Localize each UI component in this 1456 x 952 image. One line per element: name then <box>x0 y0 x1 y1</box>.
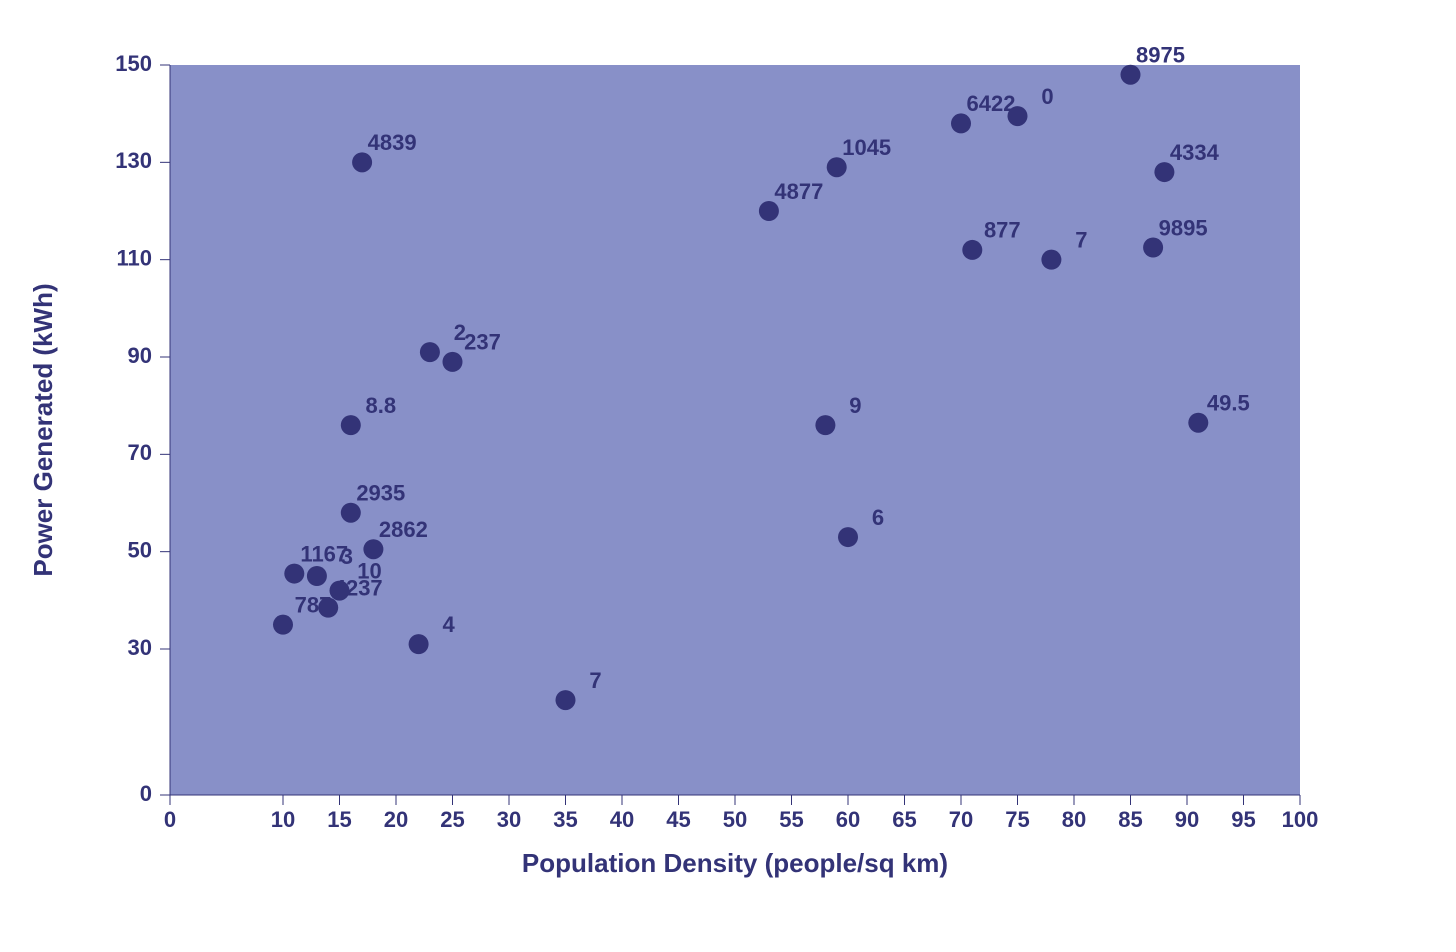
x-tick-label: 50 <box>723 807 747 832</box>
x-tick-label: 75 <box>1005 807 1029 832</box>
data-point <box>1041 250 1061 270</box>
chart-svg: 0305070901101301500101520253035404550556… <box>0 0 1456 952</box>
x-tick-label: 55 <box>779 807 803 832</box>
plot-area <box>170 65 1300 795</box>
data-point-label: 4334 <box>1170 140 1220 165</box>
data-point <box>341 415 361 435</box>
data-point <box>556 690 576 710</box>
data-point-label: 6 <box>872 505 884 530</box>
data-point-label: 4 <box>442 612 455 637</box>
scatter-chart: 0305070901101301500101520253035404550556… <box>0 0 1456 952</box>
data-point <box>1143 238 1163 258</box>
data-point-label: 8.8 <box>366 393 397 418</box>
x-tick-label: 95 <box>1231 807 1255 832</box>
data-point <box>409 634 429 654</box>
data-point-label: 0 <box>1041 84 1053 109</box>
data-point-label: 4839 <box>368 130 417 155</box>
y-tick-label: 70 <box>128 440 152 465</box>
data-point <box>352 152 372 172</box>
data-point-label: 2935 <box>356 481 405 506</box>
data-point-label: 8975 <box>1136 43 1185 68</box>
x-tick-label: 35 <box>553 807 577 832</box>
data-point <box>1121 65 1141 85</box>
data-point-label: 6422 <box>967 91 1016 116</box>
x-tick-label: 70 <box>949 807 973 832</box>
x-tick-label: 10 <box>271 807 295 832</box>
data-point <box>1188 413 1208 433</box>
data-point-label: 49.5 <box>1207 391 1250 416</box>
data-point <box>443 352 463 372</box>
x-tick-label: 100 <box>1282 807 1319 832</box>
data-point-label: 2862 <box>379 517 428 542</box>
data-point-label: 7 <box>1075 227 1087 252</box>
data-point-label: 9 <box>849 393 861 418</box>
x-tick-label: 0 <box>164 807 176 832</box>
data-point-label: 7 <box>589 668 601 693</box>
y-tick-label: 0 <box>140 781 152 806</box>
x-tick-label: 45 <box>666 807 690 832</box>
data-point <box>307 566 327 586</box>
y-tick-label: 30 <box>128 635 152 660</box>
x-axis-title: Population Density (people/sq km) <box>522 848 948 878</box>
y-tick-label: 90 <box>128 343 152 368</box>
data-point <box>273 615 293 635</box>
y-tick-label: 50 <box>128 537 152 562</box>
data-point <box>1008 106 1028 126</box>
data-point <box>838 527 858 547</box>
data-point <box>341 503 361 523</box>
x-tick-label: 85 <box>1118 807 1142 832</box>
data-point-label: 3 <box>341 544 353 569</box>
x-tick-label: 40 <box>610 807 634 832</box>
x-tick-label: 80 <box>1062 807 1086 832</box>
data-point-label: 1045 <box>842 135 891 160</box>
data-point-label: 237 <box>464 330 501 355</box>
x-tick-label: 15 <box>327 807 351 832</box>
data-point <box>962 240 982 260</box>
y-tick-label: 110 <box>117 245 153 270</box>
data-point <box>330 581 350 601</box>
x-tick-label: 25 <box>440 807 464 832</box>
y-tick-label: 130 <box>115 148 152 173</box>
x-tick-label: 90 <box>1175 807 1199 832</box>
data-point <box>284 564 304 584</box>
data-point <box>759 201 779 221</box>
data-point <box>363 539 383 559</box>
data-point-label: 10 <box>357 558 381 583</box>
data-point <box>318 598 338 618</box>
data-point <box>951 113 971 133</box>
x-tick-label: 65 <box>892 807 916 832</box>
data-point-label: 9895 <box>1159 215 1208 240</box>
data-point <box>420 342 440 362</box>
x-tick-label: 60 <box>836 807 860 832</box>
y-tick-label: 150 <box>115 51 152 76</box>
x-tick-label: 20 <box>384 807 408 832</box>
y-axis-title: Power Generated (kWh) <box>28 283 58 576</box>
data-point-label: 4877 <box>774 179 823 204</box>
data-point <box>815 415 835 435</box>
x-tick-label: 30 <box>497 807 521 832</box>
data-point <box>1154 162 1174 182</box>
data-point <box>827 157 847 177</box>
data-point-label: 877 <box>984 218 1021 243</box>
